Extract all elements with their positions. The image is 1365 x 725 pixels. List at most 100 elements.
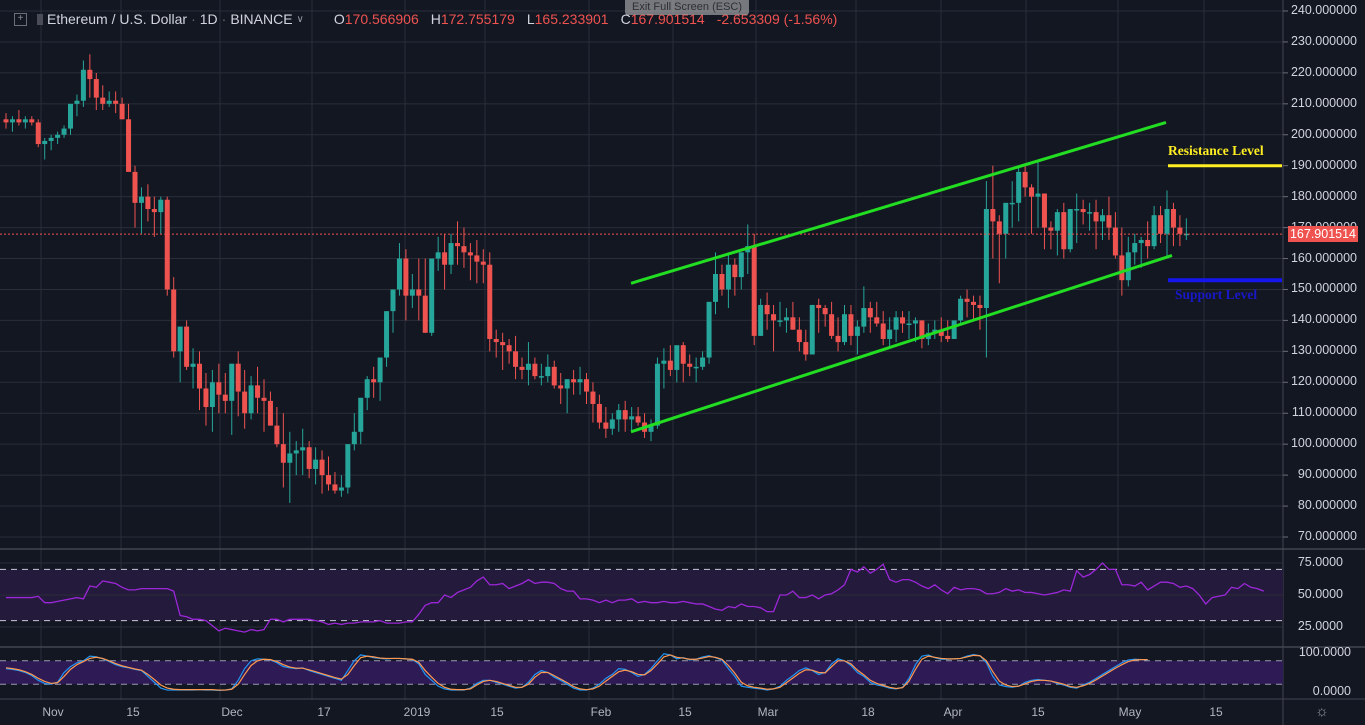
candle-body [887,329,893,339]
candle-body [267,400,273,426]
candle-body [1164,209,1170,234]
high-label: H [430,11,441,27]
candle-body [912,320,918,324]
exchange-label[interactable]: BINANCE [230,11,293,27]
candle-body [1003,202,1009,234]
separator-dot: · [191,11,196,27]
price-tick-label: 90.000000 [1297,467,1357,482]
candle-body [261,397,267,401]
candle-body [725,264,731,290]
candle-body [1132,243,1138,253]
candle-body [538,376,544,378]
candle-body [693,366,699,369]
candle-body [603,422,609,429]
candle-body [74,100,80,104]
candle-body [126,119,132,172]
time-tick-label: 15 [126,705,140,719]
add-compare-icon[interactable]: + [14,12,27,26]
price-tick-label: 200.000000 [1290,126,1357,141]
price-tick-label: 120.000000 [1290,374,1357,389]
candle-body [1138,239,1144,244]
candle-body [384,311,390,358]
candle-body [280,444,286,463]
exit-fullscreen-hint[interactable]: Exit Full Screen (ESC) [625,0,749,15]
candle-body [1009,202,1015,205]
candle-body [938,329,944,336]
candle-body [945,335,951,339]
stoch-tick-label: 0.0000 [1312,684,1351,698]
ohlc-values: O170.566906 H172.755179 L165.233901 C167… [334,11,837,27]
candle-body [1093,212,1099,222]
price-tick-label: 110.000000 [1291,405,1357,420]
candle-body [119,103,125,120]
interval-label[interactable]: 1D [199,11,218,27]
candle-body [209,382,215,408]
change-value: -2.653309 (-1.56%) [716,11,838,27]
candle-body [93,79,99,98]
candle-body [661,360,667,364]
candle-body [545,366,551,377]
candle-body [732,264,738,278]
candle-body [1054,212,1060,231]
candle-body [390,289,396,312]
price-tick-label: 150.000000 [1290,281,1357,296]
candle-body [803,342,809,355]
candle-body [719,274,725,290]
candle-body [577,379,583,383]
candle-body [158,199,164,213]
candle-body [1177,227,1183,234]
candle-body [629,416,635,420]
candle-body [771,314,777,321]
candle-body [35,122,41,145]
candle-body [106,100,112,104]
candle-body [513,351,519,367]
candle-body [16,119,22,123]
price-tick-label: 70.000000 [1297,529,1357,543]
candle-body [1145,239,1151,247]
chevron-down-icon[interactable]: ∨ [296,13,304,25]
price-tick-label: 230.000000 [1290,33,1357,48]
candle-body [758,304,764,336]
candle-body [197,363,202,389]
candle-body [751,246,757,336]
candle-body [151,209,157,213]
candle-body [764,304,770,315]
candle-body [287,453,293,463]
candle-body [700,357,706,367]
candle-body [796,329,802,343]
candle-body [358,397,364,432]
settings-gear-icon[interactable]: ☼ [1315,703,1329,720]
rsi-tick-label: 75.0000 [1297,555,1343,569]
candle-body [293,450,299,454]
candle-body [377,357,383,383]
candle-body [1170,209,1176,228]
candle-body [1106,215,1112,228]
candle-body [1125,252,1131,281]
candle-body [790,317,796,330]
time-tick-label: 18 [861,705,875,719]
candle-body [564,379,570,389]
candle-body [1080,209,1086,213]
candle-body [138,196,144,203]
stoch-tick-label: 100.0000 [1298,645,1351,659]
candle-body [216,382,222,395]
candle-body [442,252,448,265]
candle-body [874,317,880,324]
candle-body [783,317,789,321]
candle-body [313,459,319,469]
price-tick-label: 190.000000 [1290,157,1357,172]
candle-body [964,298,970,302]
candle-body [3,119,9,123]
candle-body [1183,233,1189,236]
candle-body [409,289,415,296]
support-level-label: Support Level [1175,287,1258,302]
candle-body [184,326,190,367]
candle-body [132,171,138,203]
symbol-name[interactable]: Ethereum / U.S. Dollar [47,11,188,27]
candle-body [345,444,351,488]
candle-body [990,209,996,222]
candle-body [687,363,693,367]
candle-body [674,345,680,370]
candle-body [596,403,602,423]
